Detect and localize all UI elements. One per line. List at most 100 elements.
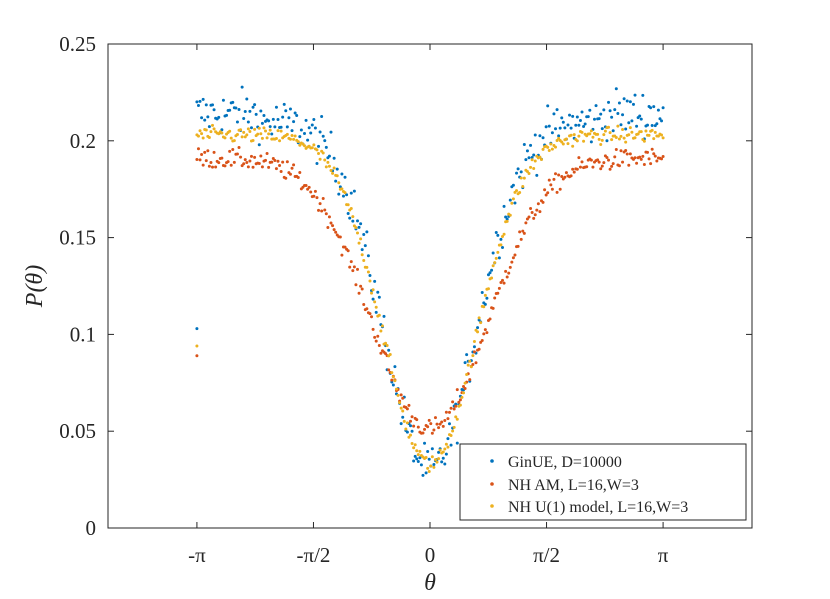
data-point: [546, 191, 550, 195]
data-point: [204, 103, 208, 107]
data-point: [274, 105, 278, 109]
data-point: [313, 189, 317, 193]
data-point: [270, 132, 274, 136]
data-point: [502, 204, 506, 208]
data-point: [508, 265, 512, 269]
data-point: [232, 139, 236, 143]
data-point: [554, 172, 558, 176]
data-point: [496, 233, 500, 237]
data-point: [195, 100, 199, 104]
data-point: [405, 407, 409, 411]
data-point: [265, 136, 269, 140]
data-point: [444, 442, 448, 446]
data-point: [516, 244, 520, 248]
data-point: [530, 156, 534, 160]
data-point: [599, 112, 603, 116]
data-point: [624, 148, 628, 152]
data-point: [354, 226, 358, 230]
data-point: [435, 460, 439, 464]
x-tick-label: -π/2: [296, 543, 330, 567]
data-point: [437, 450, 441, 454]
data-point: [524, 158, 528, 162]
data-point: [608, 109, 612, 113]
data-point: [505, 219, 509, 223]
data-point: [600, 164, 604, 168]
data-point: [655, 159, 659, 163]
data-point: [201, 163, 205, 167]
data-point: [599, 143, 603, 146]
data-point: [433, 416, 437, 420]
data-point: [235, 133, 239, 137]
data-point: [496, 250, 500, 254]
data-point: [410, 442, 414, 446]
data-point: [569, 126, 573, 130]
data-point: [363, 244, 367, 248]
data-point: [563, 175, 567, 179]
data-point: [242, 162, 246, 166]
data-point: [490, 276, 494, 280]
data-point: [452, 407, 456, 411]
data-point: [223, 164, 227, 168]
data-point: [621, 113, 625, 117]
data-point: [471, 363, 475, 367]
data-point: [290, 133, 294, 137]
data-point: [279, 125, 283, 129]
data-point: [610, 115, 614, 119]
data-point: [356, 219, 359, 223]
data-point: [550, 147, 554, 151]
data-point: [209, 160, 213, 164]
data-point: [628, 152, 632, 156]
data-point: [324, 165, 328, 169]
data-point: [390, 371, 394, 375]
data-point: [234, 106, 238, 110]
data-point: [443, 447, 447, 451]
data-point: [359, 284, 363, 288]
data-point: [390, 378, 394, 382]
data-point: [511, 256, 515, 260]
data-point: [396, 393, 400, 397]
data-point: [617, 101, 621, 105]
data-point: [661, 136, 665, 140]
data-point: [281, 160, 285, 164]
data-point: [493, 261, 497, 265]
data-point: [424, 456, 428, 460]
data-point: [334, 230, 338, 234]
edge-data-point: [195, 327, 199, 331]
data-point: [360, 287, 364, 291]
data-point: [251, 139, 255, 143]
data-point: [259, 132, 263, 136]
data-point: [243, 109, 247, 113]
data-point: [441, 456, 445, 460]
data-point: [655, 122, 659, 126]
data-point: [619, 123, 623, 127]
data-point: [582, 139, 586, 143]
data-point: [334, 179, 338, 183]
data-point: [451, 400, 455, 404]
data-point: [239, 128, 243, 132]
data-point: [522, 231, 526, 235]
data-point: [572, 170, 576, 174]
data-point: [296, 175, 300, 179]
data-point: [660, 119, 664, 123]
data-point: [554, 145, 558, 149]
series-1: [195, 145, 665, 435]
data-point: [357, 291, 361, 295]
data-point: [653, 130, 657, 134]
data-point: [454, 402, 458, 406]
data-point: [331, 224, 335, 228]
data-point: [561, 120, 565, 124]
data-point: [501, 235, 504, 239]
data-point: [267, 165, 271, 169]
data-point: [340, 172, 344, 176]
data-point: [387, 368, 391, 372]
data-point: [240, 85, 244, 89]
data-point: [373, 279, 377, 283]
data-point: [348, 265, 352, 269]
data-point: [235, 152, 239, 156]
data-point: [418, 456, 422, 460]
data-point: [426, 425, 430, 429]
data-point: [441, 450, 445, 454]
series-2: [195, 123, 665, 473]
data-point: [580, 130, 584, 134]
data-point: [267, 119, 271, 123]
